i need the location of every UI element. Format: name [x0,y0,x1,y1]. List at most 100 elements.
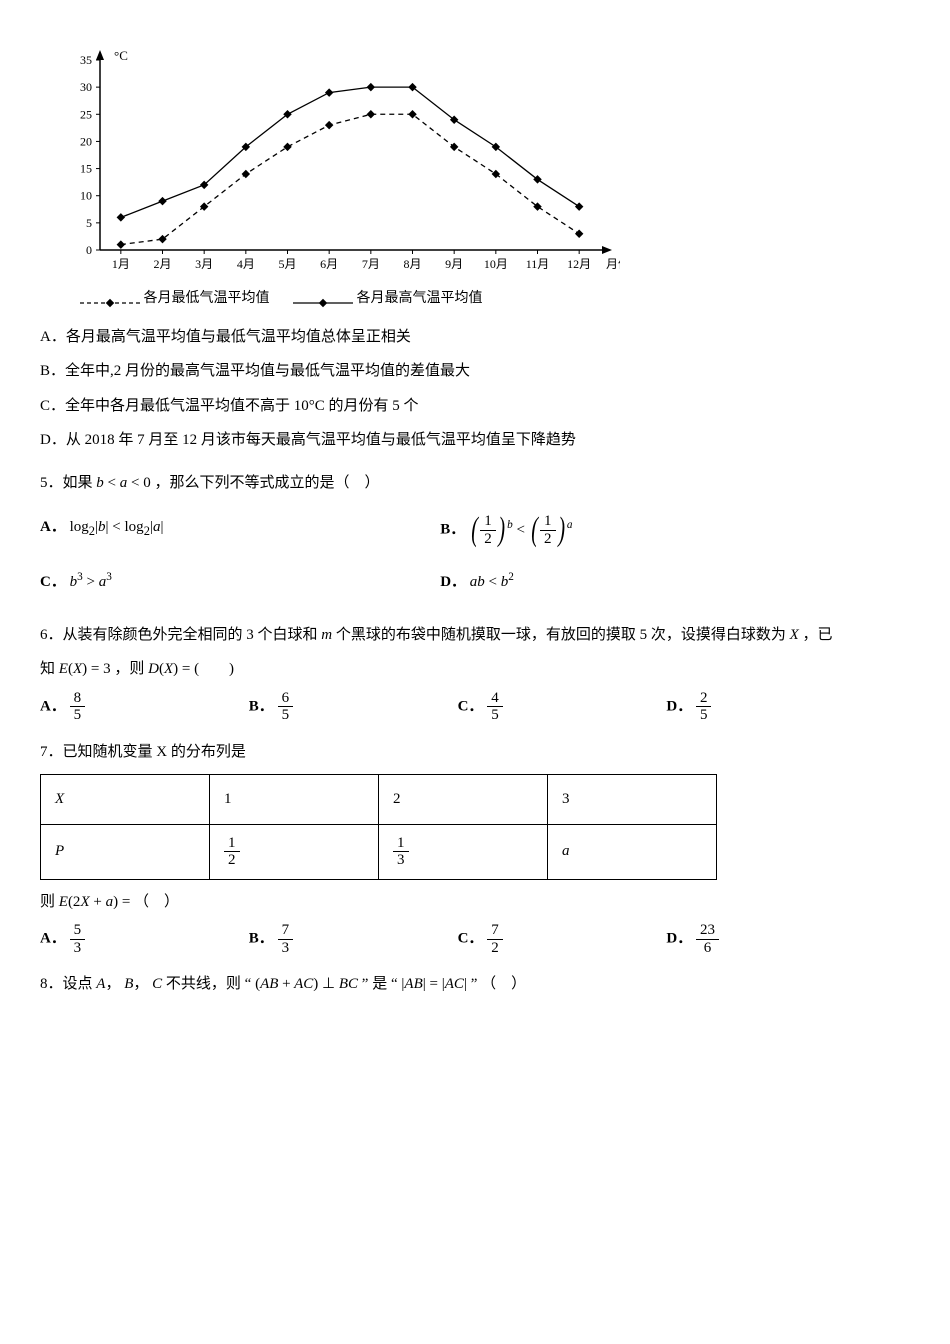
q7-paren: （ ） [134,894,179,910]
svg-text:25: 25 [80,107,92,121]
q6-stem: 6．从装有除颜色外完全相同的 3 个白球和 m 个黑球的布袋中随机摸取一球，有放… [40,621,910,650]
q6-options: A． 85 B． 65 C． 45 D． 25 [40,690,910,724]
svg-text:3月: 3月 [195,257,213,271]
q6-t1: 6．从装有除颜色外完全相同的 3 个白球和 [40,627,318,643]
q7-A-label: A． [40,931,66,947]
q6-D-label: D． [666,698,692,714]
q6-t3: ，已 [803,627,833,643]
q7-C-den: 2 [487,939,503,957]
q7-c3: 3 [548,775,717,825]
q8-rq1: ” [362,976,369,992]
q7-c2: 2 [379,775,548,825]
q5-condition: b < a < 0 [96,475,150,491]
q7-D-label: D． [666,931,692,947]
q6-B-label: B． [249,698,274,714]
legend-high-label: 各月最高气温平均值 [357,291,483,306]
q5-opt-A: A． log2|b| < log2|a| [40,513,440,547]
svg-text:15: 15 [80,162,92,176]
q6-opt-B: B． 65 [249,690,458,724]
q5-opt-B: B． (12)b < (12)a [440,513,840,547]
q7-opt-C: C． 72 [458,922,667,956]
q7-D-den: 6 [696,939,719,957]
q6-C-num: 4 [487,690,503,707]
q8-prefix: 8．设点 [40,976,93,992]
q8-C: C [152,976,162,992]
q6-known-prefix: 知 [40,661,55,677]
q8-cond: (AB + AC) ⊥ BC [255,976,358,992]
svg-text:9月: 9月 [445,257,463,271]
q6-opt-D: D． 25 [666,690,875,724]
svg-text:20: 20 [80,134,92,148]
q7-A-den: 3 [70,939,86,957]
svg-text:月份: 月份 [606,257,620,271]
q5-prefix: 5．如果 [40,475,93,491]
q8-mid2: 是 [372,976,387,992]
q6-B-num: 6 [278,690,294,707]
q7-C-label: C． [458,931,484,947]
q8-eq: |AB| = |AC| [401,976,467,992]
svg-text:5: 5 [86,216,92,230]
svg-text:2月: 2月 [153,257,171,271]
q5-A-label: A． [40,519,66,535]
q5-C-label: C． [40,574,66,590]
q8-c2: ， [133,976,148,992]
q7-p1: 12 [210,824,379,879]
svg-text:°C: °C [114,50,128,63]
svg-text:10: 10 [80,189,92,203]
q7-table: X 1 2 3 P 12 13 a [40,774,717,880]
q6-X: X [790,627,799,643]
svg-text:8月: 8月 [403,257,421,271]
q7-C-num: 7 [487,922,503,939]
q8-rq2: ” [471,976,478,992]
q7-then-line: 则 E(2X + a) = （ ） [40,888,910,917]
statement-C: C．全年中各月最低气温平均值不高于 10°C 的月份有 5 个 [40,392,910,421]
q5-B-label: B． [440,522,465,538]
q7-A-num: 5 [70,922,86,939]
q6-A-num: 8 [70,690,86,707]
q7-expr: E(2X + a) = [59,894,131,910]
q7-options: A． 53 B． 73 C． 72 D． 236 [40,922,910,956]
q7-B-num: 7 [278,922,294,939]
q7-th-P: P [41,824,210,879]
q6-B-den: 5 [278,706,294,724]
q7-p1-den: 2 [224,851,240,869]
q6-opt-C: C． 45 [458,690,667,724]
q6-line2: 知 E(X) = 3 ，则 D(X) = ( ) [40,655,910,684]
svg-text:0: 0 [86,243,92,257]
q8-lq2: “ [391,976,398,992]
q6-A-den: 5 [70,706,86,724]
svg-text:1月: 1月 [112,257,130,271]
q7-D-num: 23 [696,922,719,939]
q8-stem: 8．设点 A， B， C 不共线，则 “ (AB + AC) ⊥ BC ” 是 … [40,970,910,999]
q6-C-den: 5 [487,706,503,724]
svg-text:10月: 10月 [484,257,508,271]
svg-text:35: 35 [80,53,92,67]
q7-B-den: 3 [278,939,294,957]
q5-options: A． log2|b| < log2|a| B． (12)b < (12)a C．… [40,503,910,607]
svg-text:12月: 12月 [567,257,591,271]
q7-p2-den: 3 [393,851,409,869]
q6-D-num: 2 [696,690,712,707]
q7-p1-num: 1 [224,835,240,852]
svg-text:11月: 11月 [526,257,550,271]
q5-D-math: ab < b2 [470,574,514,590]
q6-C-label: C． [458,698,484,714]
q7-then: 则 [40,894,55,910]
svg-text:5月: 5月 [278,257,296,271]
q6-m: m [321,627,332,643]
statement-B: B．全年中,2 月份的最高气温平均值与最低气温平均值的差值最大 [40,357,910,386]
q7-th-X: X [41,775,210,825]
svg-text:7月: 7月 [362,257,380,271]
q7-p3: a [548,824,717,879]
chart-legend: 各月最低气温平均值 各月最高气温平均值 [80,286,910,313]
statement-D: D．从 2018 年 7 月至 12 月该市每天最高气温平均值与最低气温平均值呈… [40,426,910,455]
temperature-chart: 05101520253035°C1月2月3月4月5月6月7月8月9月10月11月… [60,50,910,313]
q7-p2: 13 [379,824,548,879]
q6-opt-A: A． 85 [40,690,249,724]
svg-text:30: 30 [80,80,92,94]
q5-D-label: D． [440,574,466,590]
q7-B-label: B． [249,931,274,947]
chart-svg: 05101520253035°C1月2月3月4月5月6月7月8月9月10月11月… [60,50,620,280]
q5-stem: 5．如果 b < a < 0 ，那么下列不等式成立的是（ ） [40,469,910,498]
q6-ask: D(X) = ( ) [148,661,234,677]
